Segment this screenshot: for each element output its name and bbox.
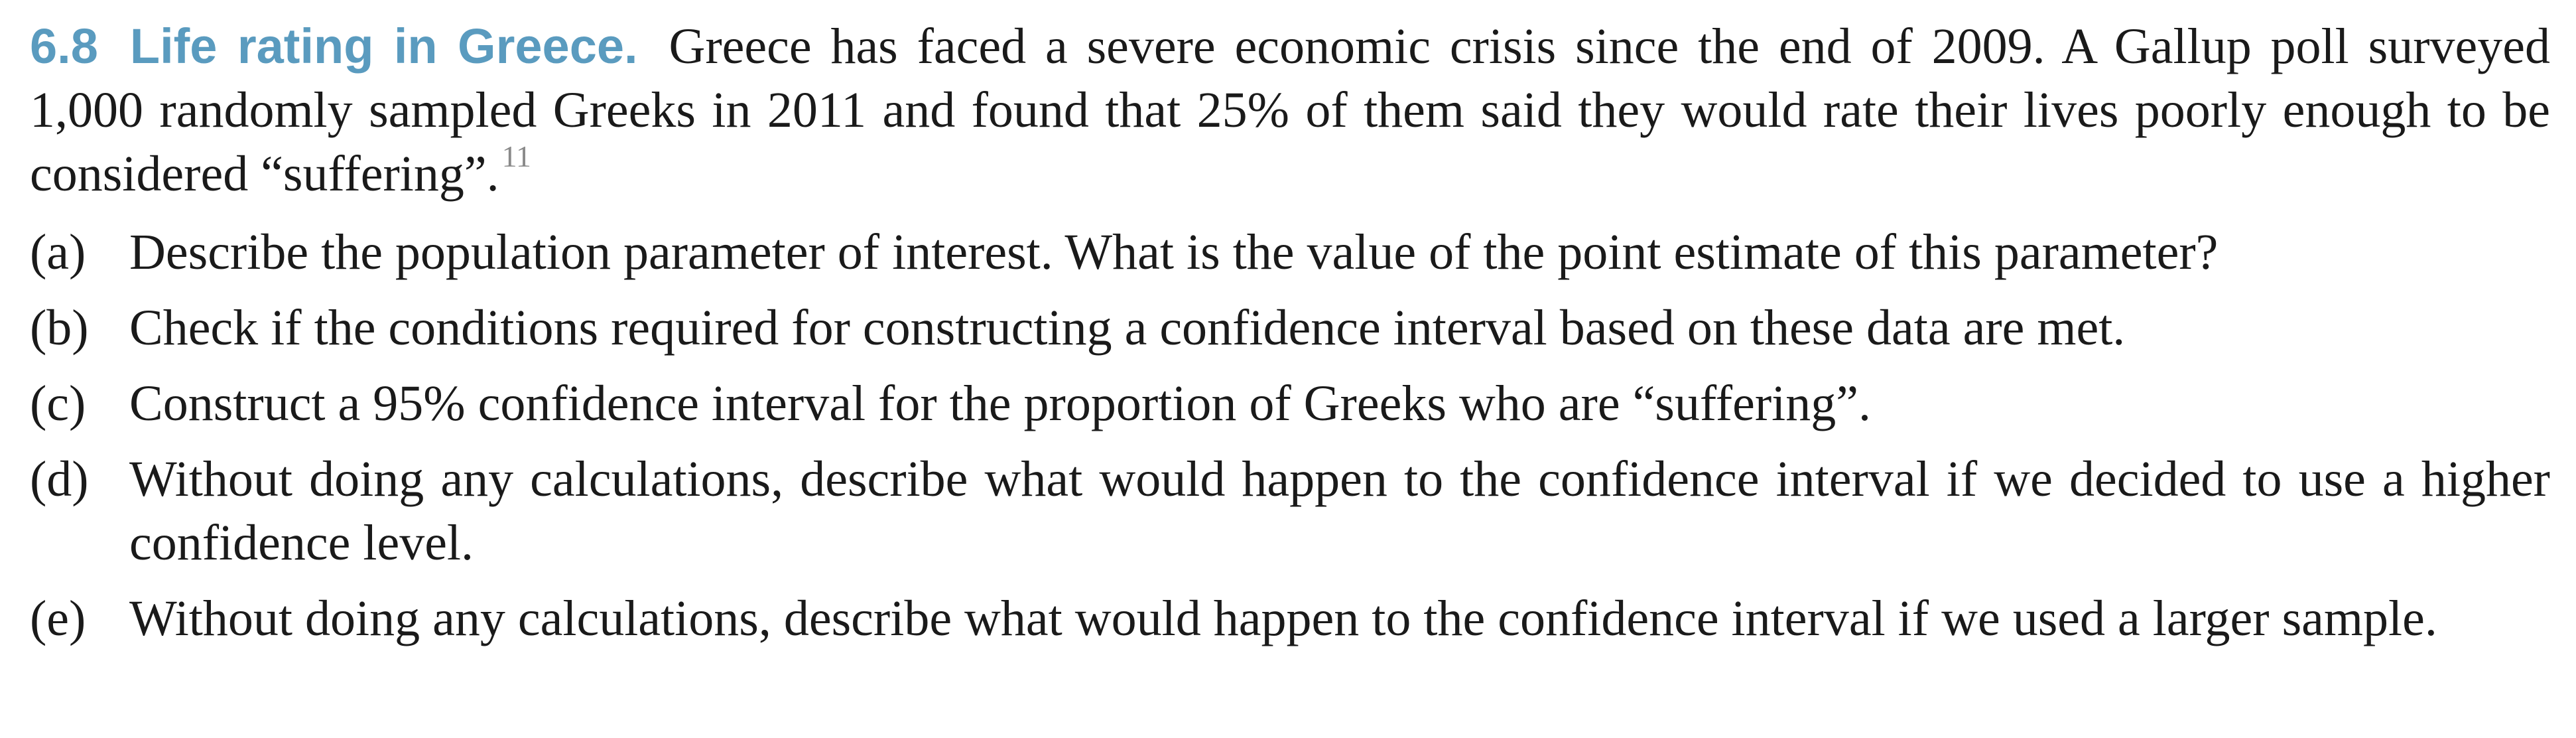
exercise-part-a: (a) Describe the population parameter of… xyxy=(30,220,2550,284)
part-label: (d) xyxy=(30,451,89,507)
part-label: (a) xyxy=(30,224,86,280)
exercise-intro-text: Greece has faced a severe economic crisi… xyxy=(30,19,2551,202)
part-text: Without doing any calculations, describe… xyxy=(129,591,2437,646)
exercise-part-c: (c) Construct a 95% confidence interval … xyxy=(30,372,2550,435)
exercise-part-b: (b) Check if the conditions required for… xyxy=(30,296,2550,360)
exercise-parts-list: (a) Describe the population parameter of… xyxy=(30,220,2550,662)
exercise-part-e: (e) Without doing any calculations, desc… xyxy=(30,587,2550,650)
part-text: Without doing any calculations, describe… xyxy=(129,451,2550,571)
part-label: (b) xyxy=(30,300,89,356)
exercise-number: 6.8 xyxy=(30,19,98,74)
exercise-title: Life rating in Greece. xyxy=(129,19,638,74)
part-label: (e) xyxy=(30,591,86,646)
part-label: (c) xyxy=(30,376,86,431)
part-text: Construct a 95% confidence interval for … xyxy=(129,376,1872,431)
footnote-marker: 11 xyxy=(501,139,531,173)
part-text: Check if the conditions required for con… xyxy=(129,300,2126,356)
part-text: Describe the population parameter of int… xyxy=(129,224,2219,280)
exercise-part-d: (d) Without doing any calculations, desc… xyxy=(30,447,2550,575)
exercise-intro-paragraph: 6.8 Life rating in Greece. Greece has fac… xyxy=(30,15,2550,206)
